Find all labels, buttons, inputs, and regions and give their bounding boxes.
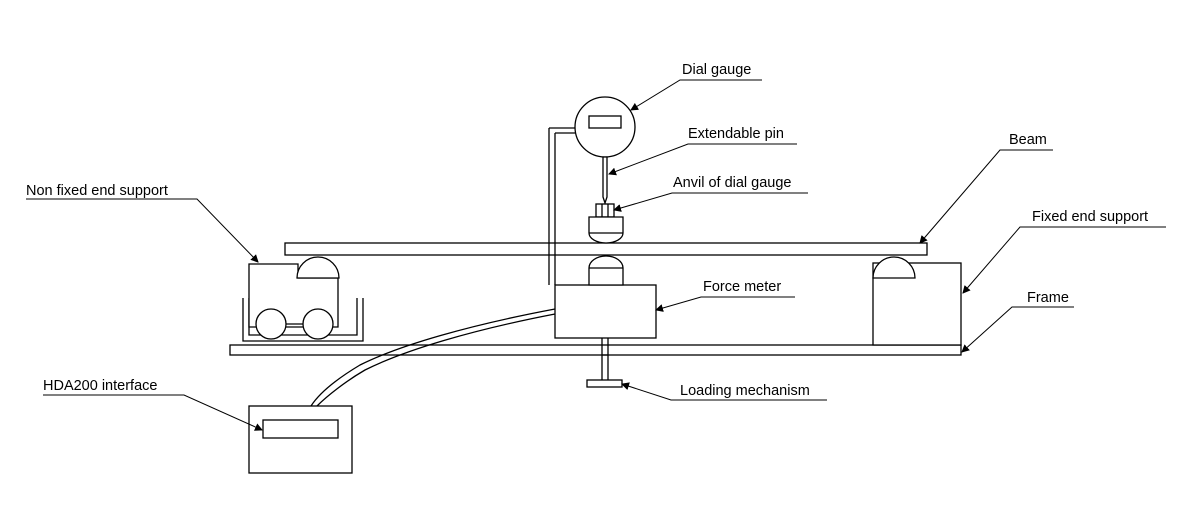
anvil-cup	[588, 216, 624, 244]
label-frame: Frame	[1027, 290, 1069, 306]
loading-shaft	[601, 338, 609, 380]
hda200-box	[248, 405, 353, 474]
label-force-meter: Force meter	[703, 279, 781, 295]
signal-cable-1	[310, 308, 556, 407]
leader-frame	[961, 306, 1074, 353]
label-hda200: HDA200 interface	[43, 378, 157, 394]
label-extendable-pin: Extendable pin	[688, 126, 784, 142]
label-loading-mechanism: Loading mechanism	[680, 383, 810, 399]
extendable-pin	[602, 156, 608, 206]
leader-extendable-pin	[608, 143, 797, 176]
roller-wheel-right	[302, 308, 334, 340]
loading-plate	[586, 379, 623, 388]
dial-gauge-display	[588, 115, 622, 129]
label-dial-gauge: Dial gauge	[682, 62, 751, 78]
leader-anvil	[613, 192, 808, 212]
force-meter-body	[554, 284, 657, 339]
leader-dial-gauge	[630, 79, 762, 111]
label-non-fixed-support: Non fixed end support	[26, 183, 168, 199]
left-bearing	[296, 256, 340, 279]
frame-plate	[229, 344, 962, 356]
label-fixed-support: Fixed end support	[1032, 209, 1148, 225]
label-anvil: Anvil of dial gauge	[673, 175, 792, 191]
leader-force-meter	[655, 296, 795, 312]
load-cell-top	[588, 255, 624, 286]
leader-fixed-support	[962, 226, 1166, 294]
signal-cable-2	[316, 313, 556, 407]
beam	[284, 242, 928, 256]
hda200-display	[262, 419, 339, 439]
leader-beam	[919, 149, 1053, 244]
label-beam: Beam	[1009, 132, 1047, 148]
leader-non-fixed-support	[26, 198, 259, 263]
right-bearing	[872, 256, 916, 279]
gauge-stand	[548, 127, 577, 285]
leader-loading-mechanism	[621, 382, 827, 401]
roller-wheel-left	[255, 308, 287, 340]
leader-hda200	[43, 394, 263, 431]
anvil-block	[595, 203, 615, 218]
